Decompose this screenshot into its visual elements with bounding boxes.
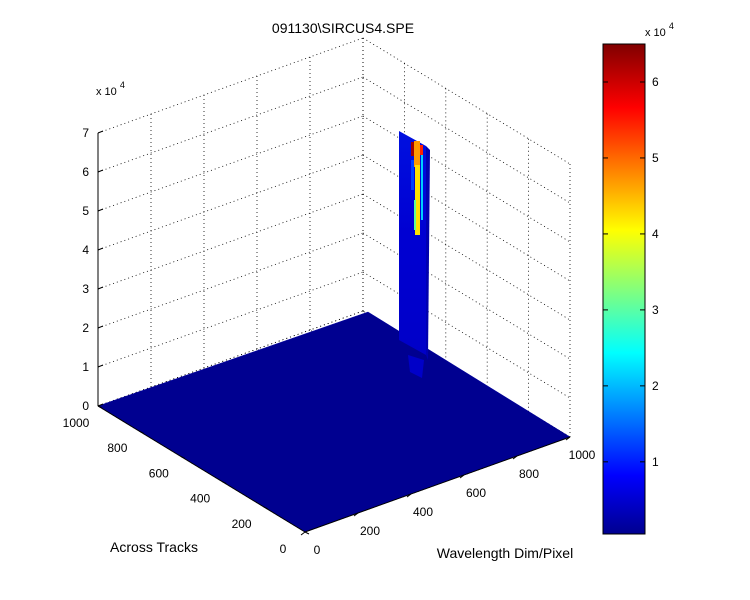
x-axis-label: Wavelength Dim/Pixel	[437, 545, 573, 561]
surface-peak-tail	[408, 355, 424, 378]
z-tick	[97, 286, 104, 290]
peak-ridge-green	[414, 200, 416, 230]
x-tick	[512, 455, 518, 460]
peak-ridge-red	[420, 145, 423, 155]
x-tick-label: 0	[314, 543, 321, 557]
peak-ridge-yellow	[415, 165, 420, 235]
y-axis-label: Across Tracks	[110, 539, 198, 555]
y-tick	[139, 430, 144, 434]
y-tick	[97, 405, 103, 409]
x-tick-label: 1000	[569, 448, 596, 462]
y-tick-label: 200	[232, 517, 252, 531]
colorbar-tick-label: 1	[652, 455, 659, 469]
y-tick	[180, 455, 186, 459]
surface-peak-side	[426, 146, 430, 360]
z-tick-label: 2	[82, 321, 89, 335]
colorbar-tick-label: 2	[652, 379, 659, 393]
z-tick	[97, 403, 104, 407]
y-tick-label: 1000	[63, 416, 90, 430]
peak-ridge-cyan	[421, 155, 423, 220]
x-tick	[353, 512, 359, 517]
peak-ridge-blue	[411, 160, 414, 190]
z-tick-label: 0	[82, 399, 89, 413]
colorbar-tick-label: 4	[652, 227, 659, 241]
grid-line-z-back	[97, 115, 364, 212]
grid-line-z-back	[97, 76, 364, 173]
colorbar: 1 2 3 4 5 6 x 10 4	[602, 21, 674, 535]
x-tick	[406, 493, 412, 498]
z-tick	[97, 247, 104, 251]
colorbar-gradient	[602, 43, 646, 535]
z-tick-label: 5	[82, 204, 89, 218]
z-tick-label: 3	[82, 282, 89, 296]
grid-line-z-side	[362, 37, 571, 165]
grid-line-z-side	[362, 271, 571, 399]
grid-line-z-side	[362, 115, 571, 243]
grid-line-z-side	[362, 154, 571, 282]
grid-line-z-back	[97, 193, 364, 290]
y-tick	[221, 481, 227, 485]
y-tick-label: 800	[107, 441, 127, 455]
grid-line-z-back	[97, 310, 364, 407]
x-tick	[459, 474, 465, 479]
z-tick-label: 7	[82, 126, 89, 140]
grid-line-z-side	[362, 76, 571, 204]
y-tick	[263, 506, 268, 510]
z-tick-label: 4	[82, 243, 89, 257]
y-tick-label: 400	[190, 492, 210, 506]
y-axis-line	[97, 405, 306, 533]
x-tick	[300, 531, 306, 536]
colorbar-multiplier-base: x 10	[645, 27, 666, 39]
z-tick-label: 6	[82, 165, 89, 179]
z-tick	[97, 208, 104, 212]
colorbar-tick-label: 3	[652, 303, 659, 317]
z-multiplier: x 10 4	[96, 80, 125, 98]
x-tick	[565, 436, 571, 441]
chart-title: 091130\SIRCUS4.SPE	[272, 20, 414, 36]
x-tick-label: 600	[466, 486, 486, 500]
z-tick	[97, 169, 104, 173]
x-axis-line	[304, 436, 571, 533]
colorbar-ticks: 1 2 3 4 5 6	[603, 75, 659, 469]
axes: 0 200 400 600 800 1000 0 200 400 600 800 1000 0 1 2 3 4 5…	[63, 126, 596, 557]
x-tick-label: 800	[519, 467, 539, 481]
x-tick-label: 400	[413, 505, 433, 519]
grid-line-z-back	[97, 154, 364, 251]
x-tick-label: 200	[360, 524, 380, 538]
colorbar-tick-label: 6	[652, 75, 659, 89]
y-tick	[304, 531, 310, 535]
colorbar-multiplier: x 10 4	[645, 21, 674, 39]
colorbar-multiplier-exponent: 4	[669, 21, 674, 31]
grid-line-z-back	[97, 37, 364, 134]
grid-line-z-side	[362, 232, 571, 360]
surface	[97, 131, 571, 533]
z-multiplier-exponent: 4	[120, 80, 125, 90]
colorbar-tick-label: 5	[652, 151, 659, 165]
y-tick-label: 600	[149, 466, 169, 480]
grid-line-z-back	[97, 232, 364, 329]
z-tick	[97, 325, 104, 329]
z-tick-label: 1	[82, 360, 89, 374]
grid-line-z-side	[362, 193, 571, 321]
grid-line-z-back	[97, 271, 364, 368]
z-tick	[97, 364, 104, 368]
y-tick-label: 0	[280, 542, 287, 556]
z-tick	[97, 130, 104, 134]
peak-ridge-orange	[414, 141, 420, 167]
surface-floor	[97, 311, 571, 533]
z-multiplier-base: x 10	[96, 86, 117, 98]
peak-ridge-dark-red	[411, 142, 414, 156]
